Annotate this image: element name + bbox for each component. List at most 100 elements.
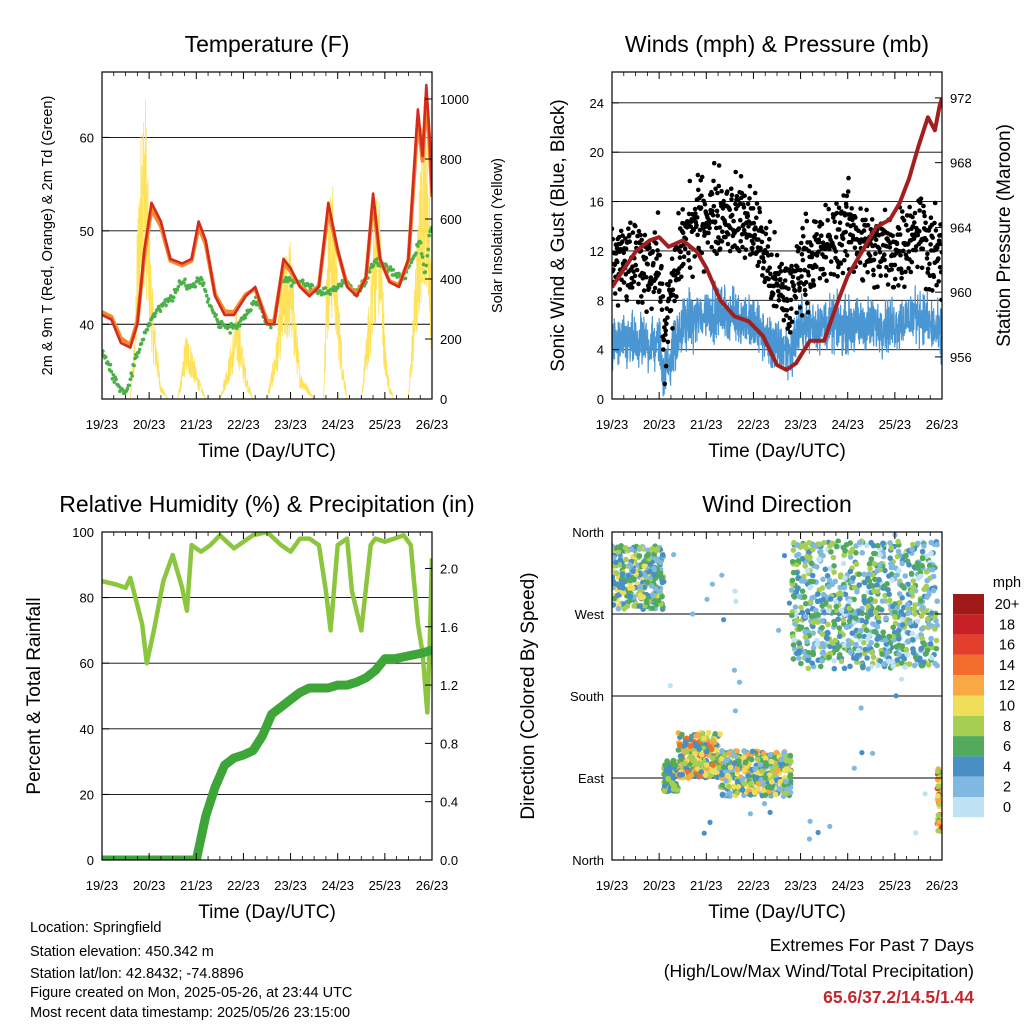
gust-point xyxy=(742,255,748,260)
direction-point xyxy=(628,546,635,553)
gust-point xyxy=(747,183,753,189)
direction-point xyxy=(781,553,788,559)
direction-point xyxy=(873,609,879,616)
gust-point xyxy=(767,265,772,271)
dewpoint-point xyxy=(339,284,344,288)
direction-point xyxy=(896,591,903,597)
gust-point xyxy=(828,259,834,264)
direction-point xyxy=(847,554,854,560)
direction-point xyxy=(805,665,812,672)
direction-point xyxy=(741,754,747,761)
direction-point xyxy=(911,662,918,669)
gust-point xyxy=(787,315,793,321)
direction-point xyxy=(741,781,748,787)
direction-point xyxy=(763,760,769,766)
gust-point xyxy=(797,285,802,291)
gust-point xyxy=(788,297,794,303)
direction-point xyxy=(613,559,619,566)
direction-point xyxy=(860,663,866,669)
gust-point xyxy=(711,160,717,166)
direction-point xyxy=(704,596,710,602)
dewpoint-point xyxy=(237,324,242,328)
y-tick-label: 12 xyxy=(590,244,604,259)
y-axis-label: Sonic Wind & Gust (Blue, Black) xyxy=(548,99,569,371)
direction-point xyxy=(698,751,705,758)
gust-point xyxy=(663,332,668,337)
direction-point xyxy=(829,639,835,646)
direction-point xyxy=(883,615,889,621)
direction-point xyxy=(915,565,921,571)
created-text: Figure created on Mon, 2025-05-26, at 23… xyxy=(30,985,353,1001)
gust-point xyxy=(652,285,658,291)
direction-point xyxy=(767,751,774,758)
direction-point xyxy=(866,632,873,638)
direction-point xyxy=(880,540,886,547)
gust-point xyxy=(843,249,848,254)
gust-point xyxy=(725,189,730,194)
direction-point xyxy=(875,605,882,611)
direction-point xyxy=(693,742,699,749)
gust-point xyxy=(747,196,752,201)
direction-point xyxy=(739,776,746,782)
extremes-subtitle: (High/Low/Max Wind/Total Precipitation) xyxy=(663,961,974,981)
dewpoint-point xyxy=(128,377,133,382)
gust-point xyxy=(624,297,630,303)
dewpoint-point xyxy=(423,270,428,274)
gust-point xyxy=(811,283,817,288)
direction-point xyxy=(734,778,741,785)
gust-point xyxy=(778,269,784,274)
direction-point xyxy=(709,739,715,745)
gust-point xyxy=(902,284,907,290)
gust-point xyxy=(871,272,876,278)
direction-point xyxy=(821,539,827,546)
gust-point xyxy=(743,231,748,237)
direction-point xyxy=(902,573,908,579)
gust-point xyxy=(693,211,698,216)
gust-point xyxy=(809,242,814,248)
gust-point xyxy=(860,278,866,283)
dewpoint-point xyxy=(193,285,198,289)
gust-point xyxy=(612,236,615,242)
gust-point xyxy=(910,224,916,229)
direction-point xyxy=(777,779,784,785)
legend-label: 0 xyxy=(1003,800,1011,816)
direction-point xyxy=(794,542,801,548)
wind-series xyxy=(612,280,942,397)
gust-point xyxy=(757,209,763,215)
temp2m-series xyxy=(102,83,432,349)
dewpoint-point xyxy=(219,325,223,330)
direction-point xyxy=(847,549,853,556)
gust-point xyxy=(733,169,738,175)
legend-label: 16 xyxy=(999,638,1015,654)
gust-point xyxy=(844,253,850,258)
gust-point xyxy=(928,215,934,220)
dewpoint-point xyxy=(374,260,379,265)
y2-tick-label: 200 xyxy=(440,332,462,347)
direction-point xyxy=(894,657,901,663)
gust-point xyxy=(699,174,705,180)
direction-point xyxy=(691,757,697,763)
direction-point xyxy=(917,573,924,580)
humidity-precip-panel: 19/23 20/23 21/23 22/23 23/23 24/23 25/23 26/23… xyxy=(24,491,475,923)
legend-swatch xyxy=(953,634,984,655)
direction-point xyxy=(914,560,921,567)
direction-point xyxy=(914,618,921,625)
gust-point xyxy=(797,305,803,310)
direction-point xyxy=(813,607,819,614)
direction-point xyxy=(853,641,859,648)
y-tick-label: 0 xyxy=(597,392,604,407)
gust-point xyxy=(751,241,756,246)
gust-point xyxy=(649,306,654,312)
gust-point xyxy=(823,202,828,208)
direction-point xyxy=(881,661,887,667)
y2-tick-label: 1.6 xyxy=(440,620,458,635)
direction-point xyxy=(809,572,816,579)
direction-point xyxy=(807,578,814,585)
direction-point xyxy=(886,573,892,579)
direction-point xyxy=(794,585,801,592)
direction-point xyxy=(651,565,657,572)
direction-point xyxy=(739,787,746,793)
direction-point xyxy=(910,578,916,584)
gust-point xyxy=(789,263,794,269)
y2-tick-label: 1000 xyxy=(440,92,469,107)
